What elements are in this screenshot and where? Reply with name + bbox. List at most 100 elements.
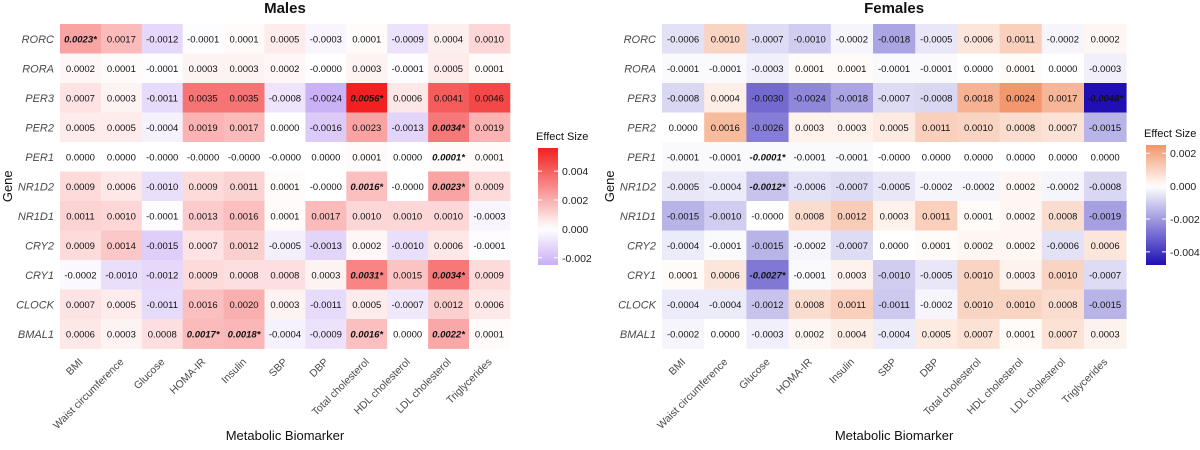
cell-label: 0.0009 [66, 241, 95, 252]
row-label: NR1D1 [620, 211, 656, 223]
heatmap-cell [704, 24, 747, 54]
column-label: BMI [64, 356, 86, 378]
heatmap-cell [830, 289, 874, 320]
heatmap-cell [223, 112, 265, 143]
cell-label: -0.0002 [794, 241, 826, 252]
cell-label: -0.0000 [187, 152, 219, 163]
heatmap-cell [830, 201, 874, 231]
heatmap-cell [223, 24, 265, 54]
column-label: Glucose [132, 356, 168, 392]
cell-label: -0.0001* [750, 152, 787, 163]
heatmap-cell [1084, 53, 1127, 84]
heatmap-cell [915, 201, 958, 231]
heatmap-cell [428, 24, 470, 54]
heatmap-cell [428, 83, 470, 113]
cell-label: 0.0007 [66, 93, 95, 104]
heatmap-cell [387, 260, 429, 290]
cell-label: 0.0008 [270, 270, 299, 281]
cell-label: 0.0002 [1006, 241, 1035, 252]
cell-label: -0.0001 [920, 64, 952, 75]
cell-label: 0.0000 [964, 152, 993, 163]
heatmap-cell [1041, 319, 1085, 349]
heatmap-cell [704, 260, 747, 290]
cell-label: 0.0004 [434, 34, 463, 45]
heatmap-cell [788, 142, 832, 172]
heatmap-cell [346, 260, 388, 290]
heatmap-cell [60, 319, 102, 349]
heatmap-cell [100, 201, 143, 231]
cell-label: -0.0013 [392, 123, 424, 134]
legend-tick-label: 0.002 [562, 195, 588, 207]
heatmap-cell [873, 289, 916, 320]
heatmap-cell [999, 260, 1043, 290]
cell-label: 0.0009 [66, 182, 95, 193]
heatmap-cell [704, 83, 747, 113]
cell-label: 0.0006 [107, 182, 136, 193]
cell-label: 0.0008 [795, 211, 824, 222]
cell-label: 0.0034* [432, 270, 466, 281]
legend-tick-label: 0.000 [1170, 181, 1196, 193]
row-label: PER2 [25, 122, 54, 134]
heatmap-cell [60, 83, 102, 113]
legend-tick-label: -0.004 [1170, 247, 1200, 259]
row-label: RORC [22, 34, 54, 46]
cell-label: 0.0018 [964, 93, 993, 104]
cell-label: 0.0012 [230, 241, 259, 252]
cell-label: -0.0002 [962, 182, 994, 193]
cell-label: 0.0019 [475, 123, 504, 134]
heatmap-cell [1041, 171, 1085, 202]
cell-label: -0.0005 [269, 241, 301, 252]
heatmap-cell [873, 142, 916, 172]
cell-label: 0.0007 [1048, 329, 1077, 340]
heatmap-cell [915, 289, 958, 320]
cell-label: -0.0001 [146, 64, 178, 75]
cell-label: -0.0012* [750, 182, 787, 193]
cell-label: -0.0019 [1089, 211, 1121, 222]
cell-label: -0.0008 [667, 93, 699, 104]
cell-label: 0.0010 [1006, 300, 1035, 311]
column-label: Glucose [737, 356, 773, 392]
heatmap-cell [428, 142, 470, 172]
heatmap-cell [223, 289, 265, 320]
row-label: RORC [624, 34, 656, 46]
heatmap-cell [100, 142, 143, 172]
heatmap-cell [873, 171, 916, 202]
heatmap-cell [746, 83, 789, 113]
cell-label: -0.0013 [310, 241, 342, 252]
heatmap-cell [141, 230, 184, 261]
heatmap-cell [1041, 142, 1085, 172]
cell-label: 0.0003 [270, 300, 299, 311]
heatmap-cell [305, 260, 347, 290]
heatmap-cell [469, 230, 511, 261]
heatmap-cell [305, 142, 347, 172]
row-label: PER1 [627, 152, 656, 164]
heatmap-cell [264, 230, 306, 261]
cell-label: 0.0017 [230, 123, 259, 134]
cell-label: -0.0030 [751, 93, 783, 104]
cell-label: 0.0010 [475, 34, 504, 45]
heatmap-cell [873, 201, 916, 231]
heatmap-cell [915, 112, 958, 143]
heatmap-cell [915, 83, 958, 113]
cell-label: 0.0003 [837, 123, 866, 134]
heatmap-cell [305, 53, 347, 84]
column-label: HOMA-IR [774, 356, 815, 397]
cell-label: -0.0001 [878, 64, 910, 75]
heatmap-cell [999, 230, 1043, 261]
cell-label: -0.0001 [667, 64, 699, 75]
row-label: NR1D1 [18, 211, 54, 223]
heatmap-cell [469, 53, 511, 84]
legend-tick-label: -0.002 [1170, 214, 1200, 226]
cell-label: 0.0003 [880, 211, 909, 222]
cell-label: 0.0001 [107, 64, 136, 75]
cell-label: -0.0015 [751, 241, 783, 252]
heatmap-cell [704, 201, 747, 231]
cell-label: 0.0016 [711, 123, 740, 134]
heatmap-cell [182, 142, 224, 172]
cell-label: 0.0011 [838, 300, 866, 311]
heatmap-cell [428, 289, 470, 320]
cell-label: -0.0001 [794, 152, 826, 163]
heatmap-cell [830, 230, 874, 261]
heatmap-cell [999, 142, 1043, 172]
cell-label: -0.0000 [392, 182, 424, 193]
